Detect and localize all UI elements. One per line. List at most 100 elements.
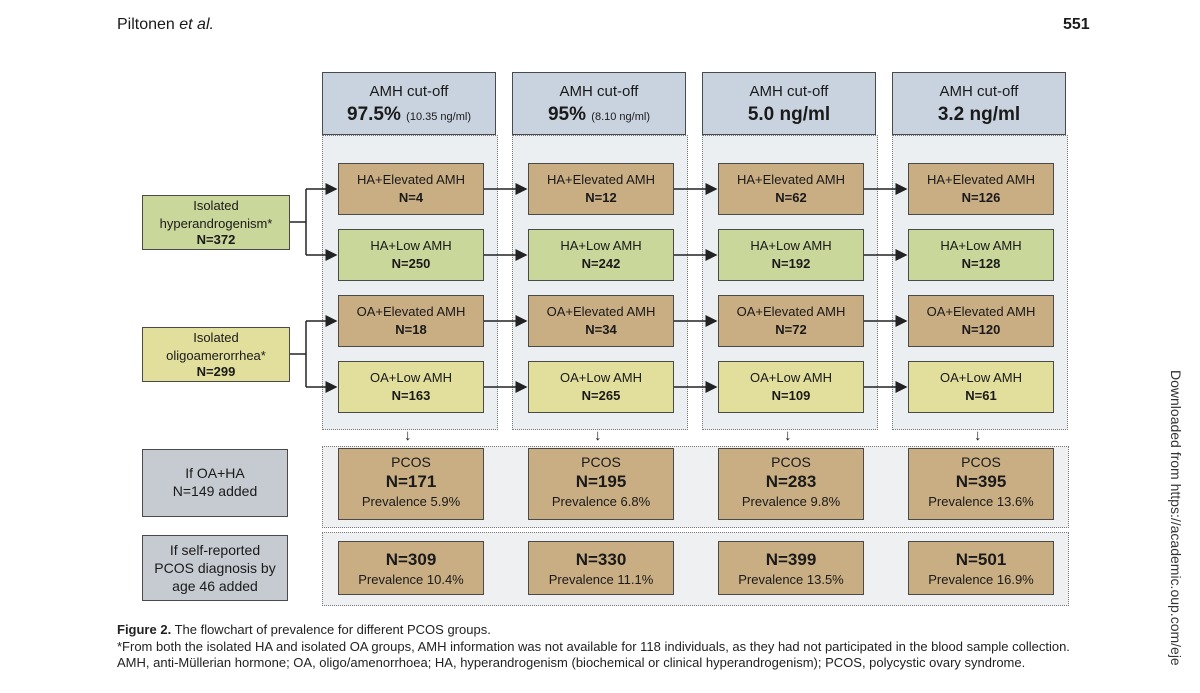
page-number: 551 [1063, 16, 1090, 33]
column-header-4-title: AMH cut-off [939, 83, 1019, 100]
group-count: N=4 [398, 190, 424, 205]
figure-caption: Figure 2. The flowchart of prevalence fo… [117, 622, 1077, 672]
group-count: N=62 [775, 190, 807, 205]
pcos-label: PCOS [771, 454, 811, 470]
oa-ha-line2: N=149 added [172, 483, 258, 499]
column-header-2-cutoff: (8.10 ng/ml) [591, 111, 650, 123]
group-count: N=18 [395, 322, 427, 337]
group-count: N=242 [581, 256, 621, 271]
group-box: OA+Low AMH N=61 [908, 361, 1054, 413]
self-reported-result-box: N=501 Prevalence 16.9% [908, 541, 1054, 595]
group-box: HA+Low AMH N=250 [338, 229, 484, 281]
caption-title: The flowchart of prevalence for differen… [171, 622, 491, 637]
down-arrow-icon: ↓ [784, 427, 792, 444]
column-header-3-value: 5.0 ng/ml [747, 104, 831, 125]
self-reported-result-box: N=309 Prevalence 10.4% [338, 541, 484, 595]
down-arrow-icon: ↓ [974, 427, 982, 444]
pcos-prevalence: Prevalence 5.9% [361, 494, 461, 509]
group-count: N=61 [965, 388, 997, 403]
group-box: HA+Elevated AMH N=126 [908, 163, 1054, 215]
group-box: HA+Elevated AMH N=4 [338, 163, 484, 215]
column-header-1-title: AMH cut-off [369, 83, 449, 100]
group-label: HA+Low AMH [560, 238, 642, 253]
caption-note: *From both the isolated HA and isolated … [117, 638, 1070, 671]
column-header-1-cutoff: (10.35 ng/ml) [406, 111, 471, 123]
pcos-count: N=283 [765, 472, 817, 491]
group-box: OA+Elevated AMH N=34 [528, 295, 674, 347]
pcos-label: PCOS [961, 454, 1001, 470]
group-box: HA+Elevated AMH N=12 [528, 163, 674, 215]
group-label: OA+Elevated AMH [546, 304, 656, 319]
self-reported-count: N=330 [575, 550, 627, 569]
download-watermark: Downloaded from https://academic.oup.com… [1168, 370, 1184, 666]
group-label: OA+Low AMH [369, 370, 452, 385]
isolated-oa-count: N=299 [196, 364, 236, 379]
pcos-label: PCOS [581, 454, 621, 470]
group-count: N=163 [391, 388, 431, 403]
group-label: OA+Low AMH [939, 370, 1022, 385]
isolated-oa-box: Isolated oligoamerorrhea* N=299 [142, 327, 290, 382]
group-label: HA+Elevated AMH [736, 172, 846, 187]
author-etal: et al. [179, 16, 214, 33]
group-label: HA+Low AMH [750, 238, 832, 253]
group-label: OA+Elevated AMH [926, 304, 1036, 319]
pcos-prevalence: Prevalence 6.8% [551, 494, 651, 509]
running-head-author: Piltonen et al. [117, 16, 214, 34]
oa-ha-box: If OA+HA N=149 added [142, 449, 288, 517]
pcos-count: N=395 [955, 472, 1007, 491]
self-reported-prevalence: Prevalence 16.9% [928, 572, 1034, 587]
author-text: Piltonen [117, 16, 180, 33]
self-reported-count: N=309 [385, 550, 437, 569]
caption-label: Figure 2. [117, 622, 172, 637]
self-reported-count: N=501 [955, 550, 1007, 569]
group-label: OA+Elevated AMH [736, 304, 846, 319]
group-count: N=12 [585, 190, 617, 205]
column-header-1: AMH cut-off 97.5% (10.35 ng/ml) [322, 72, 496, 135]
group-count: N=72 [775, 322, 807, 337]
group-box: HA+Low AMH N=128 [908, 229, 1054, 281]
isolated-ha-box: Isolated hyperandrogenism* N=372 [142, 195, 290, 250]
group-box: OA+Low AMH N=265 [528, 361, 674, 413]
group-label: HA+Elevated AMH [356, 172, 466, 187]
pcos-label: PCOS [391, 454, 431, 470]
self-reported-prevalence: Prevalence 11.1% [548, 572, 654, 587]
group-label: OA+Elevated AMH [356, 304, 466, 319]
group-box: OA+Elevated AMH N=120 [908, 295, 1054, 347]
pcos-count: N=171 [385, 472, 437, 491]
isolated-ha-line2: hyperandrogenism* [159, 216, 273, 231]
pcos-prevalence: Prevalence 13.6% [928, 494, 1034, 509]
group-box: HA+Elevated AMH N=62 [718, 163, 864, 215]
isolated-ha-count: N=372 [196, 232, 236, 247]
group-count: N=109 [771, 388, 811, 403]
group-box: OA+Elevated AMH N=18 [338, 295, 484, 347]
column-header-2-value: 95% (8.10 ng/ml) [513, 104, 685, 126]
self-reported-prevalence: Prevalence 10.4% [358, 572, 464, 587]
group-count: N=34 [585, 322, 617, 337]
pcos-box: PCOS N=171 Prevalence 5.9% [338, 448, 484, 520]
group-count: N=192 [771, 256, 811, 271]
down-arrow-icon: ↓ [404, 427, 412, 444]
self-reported-line2: PCOS diagnosis by [154, 560, 276, 576]
group-label: HA+Low AMH [370, 238, 452, 253]
group-count: N=265 [581, 388, 621, 403]
group-label: HA+Elevated AMH [926, 172, 1036, 187]
column-header-2-percent: 95% [547, 104, 587, 125]
column-header-4-value: 3.2 ng/ml [937, 104, 1021, 125]
group-box: OA+Low AMH N=109 [718, 361, 864, 413]
pcos-box: PCOS N=195 Prevalence 6.8% [528, 448, 674, 520]
self-reported-line3: age 46 added [172, 578, 258, 594]
group-count: N=126 [961, 190, 1001, 205]
group-label: HA+Low AMH [940, 238, 1022, 253]
group-box: HA+Low AMH N=192 [718, 229, 864, 281]
self-reported-box: If self-reported PCOS diagnosis by age 4… [142, 535, 288, 601]
column-header-4: AMH cut-off 3.2 ng/ml [892, 72, 1066, 135]
pcos-box: PCOS N=395 Prevalence 13.6% [908, 448, 1054, 520]
group-box: OA+Low AMH N=163 [338, 361, 484, 413]
column-header-1-percent: 97.5% [347, 104, 401, 125]
self-reported-result-box: N=330 Prevalence 11.1% [528, 541, 674, 595]
self-reported-prevalence: Prevalence 13.5% [738, 572, 844, 587]
group-label: HA+Elevated AMH [546, 172, 656, 187]
oa-ha-line1: If OA+HA [185, 465, 245, 481]
self-reported-line1: If self-reported [169, 542, 261, 558]
